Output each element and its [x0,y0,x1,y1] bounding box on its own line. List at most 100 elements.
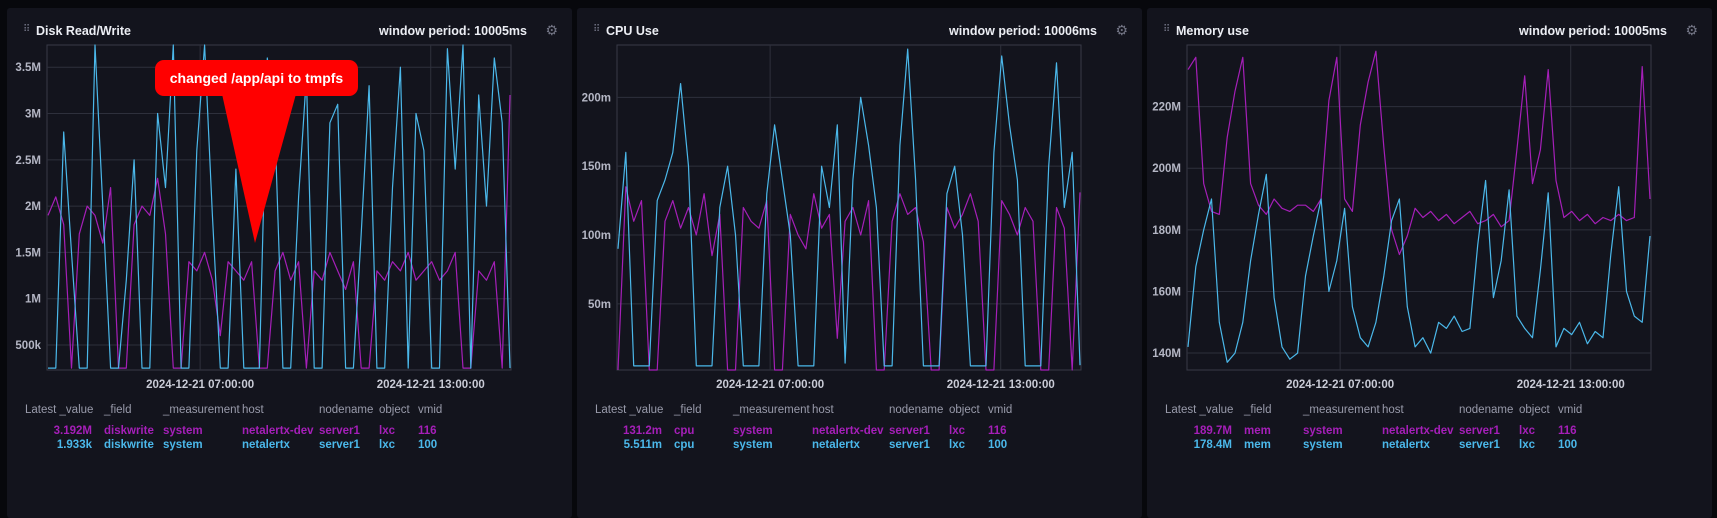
memory-chart: 140M 160M 180M 200M 220M 2024-12-21 07:00:00 2… [1152,44,1652,391]
annotation-callout: changed /app/api to tmpfs [155,60,358,96]
window-period: window period: 10006ms [949,24,1097,38]
window-period: window period: 10005ms [1519,24,1667,38]
legend-column-header: nodename [889,404,944,416]
legend-cell: cpu [674,425,695,437]
legend-cell: 116 [988,425,1007,437]
y-tick-label: 200M [1152,163,1181,175]
legend-cell: server1 [1459,425,1500,437]
series-line-netalertx [1187,173,1651,363]
y-tick-label: 3M [25,109,41,121]
x-tick-label: 2024-12-21 13:00:00 [377,379,485,391]
legend-cell: server1 [889,439,930,451]
drag-handle-icon[interactable]: ⠿ [593,24,600,35]
series-line-netalertx [617,48,1081,367]
legend-cell: system [1303,425,1343,437]
legend-column-header: object [1519,404,1550,416]
plot-area [616,44,1082,371]
legend-column-header: _field [104,404,132,416]
panel-title: Memory use [1176,24,1249,38]
legend-column-header: _measurement [1303,404,1380,416]
legend-cell: 100 [1558,439,1578,451]
legend-column-header: vmid [418,404,443,416]
legend-column-header: nodename [319,404,374,416]
y-tick-label: 140M [1152,348,1181,360]
legend-column-header: nodename [1459,404,1514,416]
drag-handle-icon[interactable]: ⠿ [23,24,30,35]
legend-cell: lxc [949,439,965,451]
legend-cell: 178.4M [1193,439,1232,451]
legend-column-header: host [812,404,834,416]
y-tick-label: 50m [588,299,611,311]
y-tick-label: 200m [582,92,611,104]
legend-column-header: _measurement [733,404,810,416]
y-tick-label: 180M [1152,225,1181,237]
legend-column-header: object [379,404,410,416]
x-tick-label: 2024-12-21 13:00:00 [1517,379,1625,391]
panel-header: ⠿ CPU Use window period: 10006ms ⚙ [577,22,1142,40]
gear-icon[interactable]: ⚙ [1115,22,1128,38]
y-tick-label: 220M [1152,102,1181,114]
legend-cell: server1 [319,425,360,437]
legend-cell: diskwrite [104,439,154,451]
plot-area [1186,44,1652,371]
legend-column-header: Latest _value [25,404,94,416]
gear-icon[interactable]: ⚙ [1685,22,1698,38]
legend-cell: lxc [1519,425,1535,437]
legend-cell: system [733,425,773,437]
legend-cell: netalertx [812,439,860,451]
drag-handle-icon[interactable]: ⠿ [1163,24,1170,35]
x-tick-label: 2024-12-21 07:00:00 [146,379,254,391]
legend-cell: 131.2m [622,425,662,437]
legend-column-header: Latest _value [595,404,664,416]
legend-cell: system [163,425,203,437]
y-tick-label: 1.5M [15,247,41,259]
legend-row: 5.511m cpu system netalertx server1 lxc 100 [577,439,1142,453]
legend-column-header: object [949,404,980,416]
legend-column-header: host [242,404,264,416]
legend-cell: 100 [988,439,1008,451]
legend-cell: 116 [1558,425,1577,437]
legend-cell: lxc [379,425,395,437]
panel-cpu-use: ⠿ CPU Use window period: 10006ms ⚙ 50m 10… [577,8,1142,518]
legend-row: 178.4M mem system netalertx server1 lxc 100 [1147,439,1712,453]
legend-cell: netalertx [1382,439,1430,451]
panel-memory-use: ⠿ Memory use window period: 10005ms ⚙ 14… [1147,8,1712,518]
x-tick-label: 2024-12-21 07:00:00 [716,379,824,391]
legend-cell: system [163,439,203,451]
x-tick-label: 2024-12-21 07:00:00 [1286,379,1394,391]
y-tick-label: 150m [582,161,611,173]
annotation-arrow [222,94,296,243]
legend-header: Latest _value _field _measurement host noden… [577,404,1142,418]
legend-column-header: Latest _value [1165,404,1234,416]
legend-cell: netalertx [242,439,290,451]
cpu-chart: 50m 100m 150m 200m 2024-12-21 07:00:00 2024-1… [582,44,1082,391]
series-line-netalertx-dev [1187,50,1651,256]
legend-cell: mem [1244,425,1271,437]
legend-cell: mem [1244,439,1271,451]
legend-header: Latest _value _field _measurement host noden… [1147,404,1712,418]
series-line-netalertx-dev [617,186,1081,371]
legend-cell: 116 [418,425,437,437]
legend-cell: 3.192M [53,425,92,437]
legend-row: 189.7M mem system netalertx-dev server1 lxc 11… [1147,425,1712,439]
legend-cell: cpu [674,439,695,451]
panel-header: ⠿ Memory use window period: 10005ms ⚙ [1147,22,1712,40]
legend-cell: lxc [1519,439,1535,451]
panel-header: ⠿ Disk Read/Write window period: 10005ms… [7,22,572,40]
y-tick-label: 2M [25,201,41,213]
legend-cell: system [1303,439,1343,451]
plot-area [46,44,512,371]
x-tick-label: 2024-12-21 13:00:00 [947,379,1055,391]
legend-cell: server1 [319,439,360,451]
legend-cell: 189.7M [1193,425,1232,437]
gear-icon[interactable]: ⚙ [545,22,558,38]
y-tick-label: 100m [582,230,611,242]
legend-cell: server1 [889,425,930,437]
legend-cell: netalertx-dev [1382,425,1454,437]
legend-column-header: _measurement [163,404,240,416]
panel-title: CPU Use [606,24,659,38]
legend-cell: diskwrite [104,425,154,437]
y-tick-label: 2.5M [15,155,41,167]
legend-cell: 5.511m [623,439,662,451]
legend-row: 131.2m cpu system netalertx-dev server1 lxc 11… [577,425,1142,439]
